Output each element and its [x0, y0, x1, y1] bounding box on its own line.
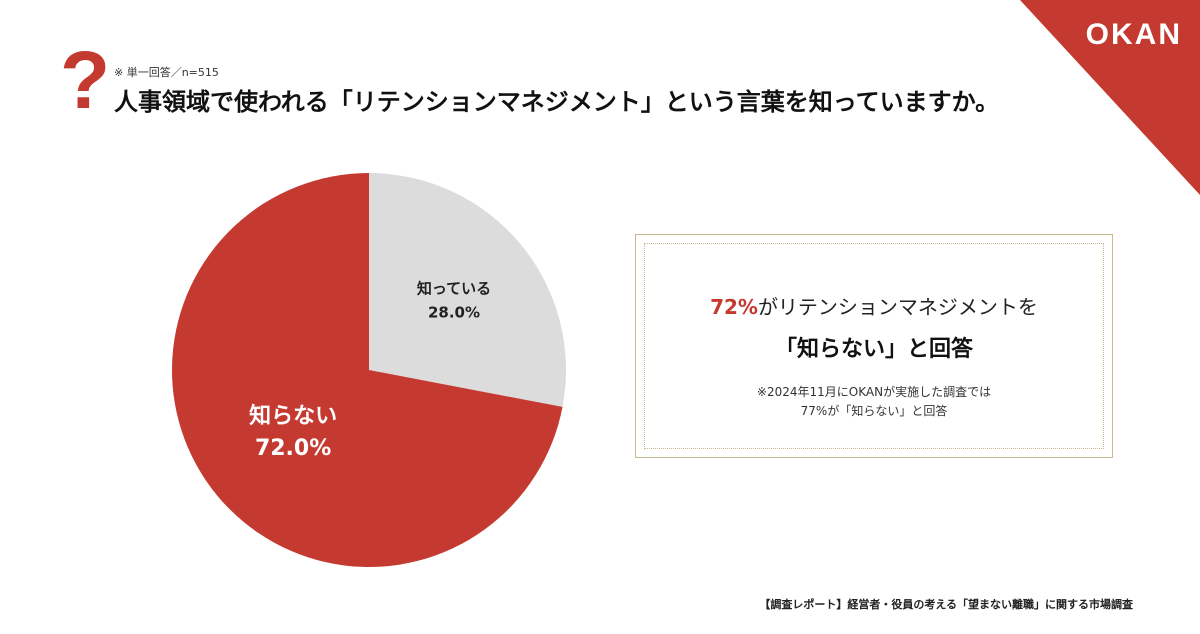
callout-note-line1: ※2024年11月にOKANが実施した調査では	[756, 385, 992, 399]
question-mark-icon: ?	[60, 35, 111, 126]
corner-triangle	[1020, 0, 1200, 195]
pie-slice-1	[171, 173, 563, 567]
callout-line1-rest: がリテンションマネジメントを	[757, 295, 1038, 319]
pie-label-0: 知っている	[417, 280, 491, 298]
pie-value-1: 72.0%	[255, 436, 331, 461]
callout-note: ※2024年11月にOKANが実施した調査では 77%が「知らない」と回答	[636, 383, 1112, 421]
callout-line2: 「知らない」と回答	[774, 337, 973, 362]
okan-logo: OKAN	[1085, 18, 1182, 51]
footer-caption: 【調査レポート】経営者・役員の考える「望まない離職」に関する市場調査	[759, 598, 1133, 611]
callout-inner-border	[644, 243, 1104, 449]
callout-highlight: 72%	[710, 295, 758, 319]
callout-note-line2: 77%が「知らない」と回答	[800, 404, 948, 418]
survey-note: ※ 単一回答／n=515	[114, 66, 219, 79]
callout-line1: 72%がリテンションマネジメントを	[636, 291, 1112, 320]
pie-slice-0	[369, 173, 566, 407]
pie-label-1: 知らない	[249, 403, 337, 429]
callout-box: 72%がリテンションマネジメントを 「知らない」と回答 ※2024年11月にOK…	[635, 234, 1113, 458]
page-title: 人事領域で使われる「リテンションマネジメント」という言葉を知っていますか。	[114, 88, 1000, 116]
pie-value-0: 28.0%	[428, 304, 480, 322]
